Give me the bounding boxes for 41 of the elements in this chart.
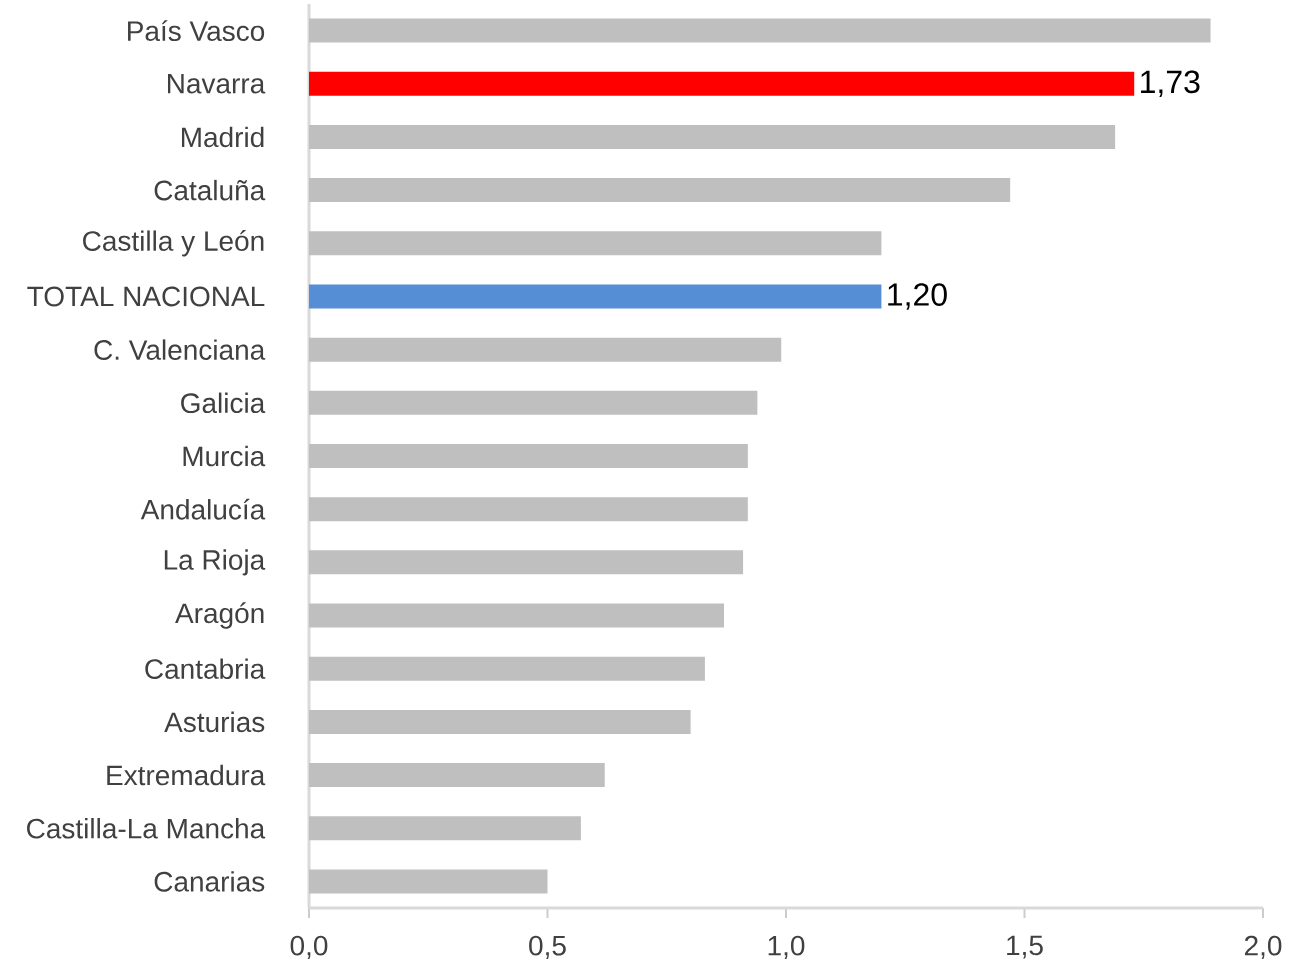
- y-tick-label: Extremadura: [107, 764, 266, 786]
- y-tick-label: Cantabria: [145, 658, 266, 679]
- bar: [309, 550, 744, 575]
- bar: [309, 390, 758, 415]
- bar: [309, 603, 724, 628]
- y-tick-label: Castilla y León: [83, 230, 264, 257]
- bar: [309, 284, 882, 309]
- x-tick-label: 2,0: [1244, 935, 1282, 959]
- y-tick-label: Castilla-La Mancha: [27, 817, 266, 839]
- bar: [309, 18, 1211, 43]
- x-tick-label: 1,0: [768, 935, 805, 959]
- bar: [309, 497, 748, 522]
- data-label: 1,73: [1141, 70, 1200, 97]
- bar: [309, 231, 882, 256]
- y-tick-label: Navarra: [167, 74, 266, 94]
- y-tick-label: Galicia: [181, 392, 266, 414]
- bar: [309, 763, 605, 788]
- bar: [309, 124, 1116, 149]
- bar: [309, 869, 548, 894]
- y-tick-label: País Vasco: [128, 20, 265, 42]
- y-tick-label: Madrid: [181, 126, 264, 148]
- x-tick-label: 1,5: [1007, 935, 1043, 959]
- y-tick-label: Murcia: [183, 445, 266, 467]
- y-tick-label: Andalucía: [140, 498, 266, 520]
- bar: [309, 656, 705, 681]
- y-tick-label: La Rioja: [164, 549, 266, 576]
- y-tick-label: Asturias: [164, 711, 265, 733]
- bar: [309, 71, 1135, 96]
- bar: [309, 709, 691, 734]
- y-tick-label: Canarias: [154, 871, 265, 892]
- x-tick-label: 0,0: [290, 935, 328, 959]
- y-tick-label: Aragón: [175, 602, 264, 629]
- bar: [309, 444, 748, 469]
- data-label: 1,20: [888, 283, 947, 310]
- bar: [309, 816, 581, 841]
- y-tick-label: Cataluña: [154, 179, 266, 201]
- bar: [309, 337, 782, 362]
- y-tick-label: TOTAL NACIONAL: [27, 286, 265, 307]
- y-tick-label: C. Valenciana: [94, 339, 266, 360]
- bar: [309, 178, 1011, 203]
- x-tick-label: 0,5: [529, 935, 566, 959]
